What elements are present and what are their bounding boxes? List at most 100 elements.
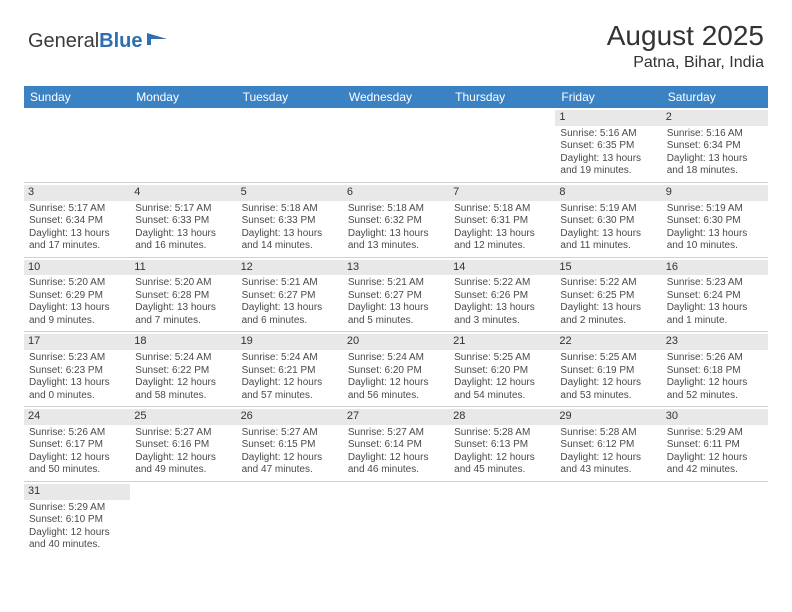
daylight-line: Daylight: 12 hours and 57 minutes. — [242, 377, 338, 402]
daylight-line: Daylight: 12 hours and 43 minutes. — [560, 452, 656, 477]
sunset-line: Sunset: 6:22 PM — [135, 365, 231, 378]
logo: GeneralBlue — [28, 30, 169, 53]
sunset-line: Sunset: 6:21 PM — [242, 365, 338, 378]
calendar-day: 8Sunrise: 5:19 AMSunset: 6:30 PMDaylight… — [555, 183, 661, 257]
calendar: SundayMondayTuesdayWednesdayThursdayFrid… — [24, 86, 768, 556]
daylight-line: Daylight: 12 hours and 53 minutes. — [560, 377, 656, 402]
sunrise-line: Sunrise: 5:20 AM — [29, 277, 125, 290]
sunset-line: Sunset: 6:33 PM — [135, 215, 231, 228]
daylight-line: Daylight: 13 hours and 1 minute. — [667, 302, 763, 327]
sunset-line: Sunset: 6:20 PM — [454, 365, 550, 378]
day-number: 27 — [343, 409, 449, 425]
sunrise-line: Sunrise: 5:26 AM — [29, 427, 125, 440]
day-number: 1 — [555, 110, 661, 126]
daylight-line: Daylight: 12 hours and 56 minutes. — [348, 377, 444, 402]
day-number: 19 — [237, 334, 343, 350]
sunrise-line: Sunrise: 5:17 AM — [135, 203, 231, 216]
daylight-line: Daylight: 12 hours and 52 minutes. — [667, 377, 763, 402]
sunset-line: Sunset: 6:35 PM — [560, 140, 656, 153]
calendar-day: 11Sunrise: 5:20 AMSunset: 6:28 PMDayligh… — [130, 258, 236, 332]
sunset-line: Sunset: 6:16 PM — [135, 439, 231, 452]
location: Patna, Bihar, India — [607, 54, 764, 72]
calendar-day-empty — [449, 482, 555, 556]
sunrise-line: Sunrise: 5:27 AM — [242, 427, 338, 440]
sunset-line: Sunset: 6:18 PM — [667, 365, 763, 378]
sunset-line: Sunset: 6:27 PM — [348, 290, 444, 303]
sunrise-line: Sunrise: 5:18 AM — [242, 203, 338, 216]
weekday-header: Saturday — [662, 86, 768, 108]
calendar-day: 29Sunrise: 5:28 AMSunset: 6:12 PMDayligh… — [555, 407, 661, 481]
day-number: 6 — [343, 185, 449, 201]
sunrise-line: Sunrise: 5:29 AM — [29, 502, 125, 515]
day-number: 7 — [449, 185, 555, 201]
calendar-day: 26Sunrise: 5:27 AMSunset: 6:15 PMDayligh… — [237, 407, 343, 481]
day-number: 2 — [662, 110, 768, 126]
sunset-line: Sunset: 6:26 PM — [454, 290, 550, 303]
calendar-day: 5Sunrise: 5:18 AMSunset: 6:33 PMDaylight… — [237, 183, 343, 257]
calendar-day: 7Sunrise: 5:18 AMSunset: 6:31 PMDaylight… — [449, 183, 555, 257]
calendar-day: 24Sunrise: 5:26 AMSunset: 6:17 PMDayligh… — [24, 407, 130, 481]
weekday-header-row: SundayMondayTuesdayWednesdayThursdayFrid… — [24, 86, 768, 108]
day-number: 22 — [555, 334, 661, 350]
calendar-day: 4Sunrise: 5:17 AMSunset: 6:33 PMDaylight… — [130, 183, 236, 257]
sunset-line: Sunset: 6:11 PM — [667, 439, 763, 452]
daylight-line: Daylight: 13 hours and 17 minutes. — [29, 228, 125, 253]
day-number: 11 — [130, 260, 236, 276]
calendar-day: 31Sunrise: 5:29 AMSunset: 6:10 PMDayligh… — [24, 482, 130, 556]
calendar-week: 17Sunrise: 5:23 AMSunset: 6:23 PMDayligh… — [24, 332, 768, 407]
day-number: 16 — [662, 260, 768, 276]
sunset-line: Sunset: 6:23 PM — [29, 365, 125, 378]
day-number: 5 — [237, 185, 343, 201]
calendar-day: 23Sunrise: 5:26 AMSunset: 6:18 PMDayligh… — [662, 332, 768, 406]
day-number: 23 — [662, 334, 768, 350]
calendar-day-empty — [449, 108, 555, 182]
day-number: 12 — [237, 260, 343, 276]
day-number: 20 — [343, 334, 449, 350]
calendar-day-empty — [237, 108, 343, 182]
daylight-line: Daylight: 13 hours and 2 minutes. — [560, 302, 656, 327]
sunset-line: Sunset: 6:27 PM — [242, 290, 338, 303]
calendar-day: 10Sunrise: 5:20 AMSunset: 6:29 PMDayligh… — [24, 258, 130, 332]
page-title: August 2025 — [607, 20, 764, 52]
calendar-day: 1Sunrise: 5:16 AMSunset: 6:35 PMDaylight… — [555, 108, 661, 182]
sunrise-line: Sunrise: 5:27 AM — [135, 427, 231, 440]
day-number: 4 — [130, 185, 236, 201]
calendar-day: 22Sunrise: 5:25 AMSunset: 6:19 PMDayligh… — [555, 332, 661, 406]
logo-text-2: Blue — [99, 30, 142, 53]
calendar-day: 30Sunrise: 5:29 AMSunset: 6:11 PMDayligh… — [662, 407, 768, 481]
sunset-line: Sunset: 6:20 PM — [348, 365, 444, 378]
calendar-day: 25Sunrise: 5:27 AMSunset: 6:16 PMDayligh… — [130, 407, 236, 481]
sunset-line: Sunset: 6:34 PM — [29, 215, 125, 228]
calendar-day-empty — [24, 108, 130, 182]
daylight-line: Daylight: 13 hours and 6 minutes. — [242, 302, 338, 327]
sunset-line: Sunset: 6:12 PM — [560, 439, 656, 452]
daylight-line: Daylight: 13 hours and 3 minutes. — [454, 302, 550, 327]
weekday-header: Sunday — [24, 86, 130, 108]
day-number: 10 — [24, 260, 130, 276]
sunrise-line: Sunrise: 5:18 AM — [454, 203, 550, 216]
sunset-line: Sunset: 6:25 PM — [560, 290, 656, 303]
calendar-week: 1Sunrise: 5:16 AMSunset: 6:35 PMDaylight… — [24, 108, 768, 183]
weekday-header: Tuesday — [237, 86, 343, 108]
calendar-day: 3Sunrise: 5:17 AMSunset: 6:34 PMDaylight… — [24, 183, 130, 257]
sunset-line: Sunset: 6:30 PM — [560, 215, 656, 228]
sunset-line: Sunset: 6:34 PM — [667, 140, 763, 153]
sunrise-line: Sunrise: 5:24 AM — [348, 352, 444, 365]
calendar-day: 17Sunrise: 5:23 AMSunset: 6:23 PMDayligh… — [24, 332, 130, 406]
sunrise-line: Sunrise: 5:22 AM — [560, 277, 656, 290]
calendar-day-empty — [343, 108, 449, 182]
sunrise-line: Sunrise: 5:17 AM — [29, 203, 125, 216]
day-number: 15 — [555, 260, 661, 276]
daylight-line: Daylight: 12 hours and 46 minutes. — [348, 452, 444, 477]
day-number: 18 — [130, 334, 236, 350]
calendar-day-empty — [130, 108, 236, 182]
weekday-header: Wednesday — [343, 86, 449, 108]
sunset-line: Sunset: 6:32 PM — [348, 215, 444, 228]
calendar-week: 3Sunrise: 5:17 AMSunset: 6:34 PMDaylight… — [24, 183, 768, 258]
daylight-line: Daylight: 13 hours and 5 minutes. — [348, 302, 444, 327]
sunrise-line: Sunrise: 5:29 AM — [667, 427, 763, 440]
sunrise-line: Sunrise: 5:23 AM — [667, 277, 763, 290]
daylight-line: Daylight: 13 hours and 7 minutes. — [135, 302, 231, 327]
day-number: 21 — [449, 334, 555, 350]
sunrise-line: Sunrise: 5:16 AM — [560, 128, 656, 141]
